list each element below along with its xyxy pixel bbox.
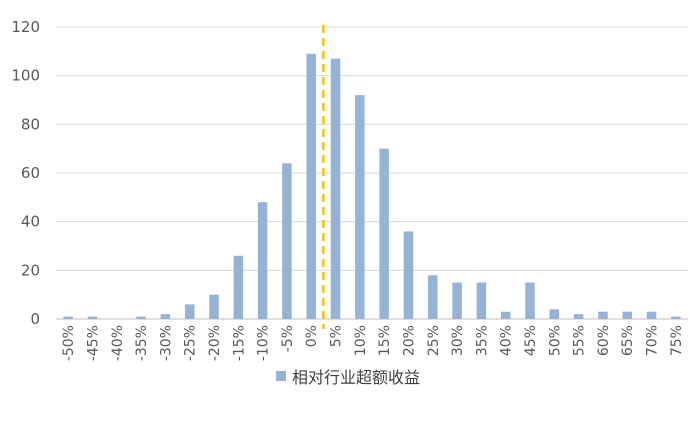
x-tick-label: -5% (280, 325, 296, 352)
bar (598, 311, 608, 319)
bar (403, 231, 414, 319)
bar (525, 282, 535, 319)
legend-swatch (275, 371, 286, 381)
y-tick-label: 0 (30, 310, 40, 328)
y-axis-ticks: 0 20 40 60 80 100 120 (11, 18, 40, 328)
bar (136, 316, 146, 319)
bar (428, 275, 438, 319)
bar (573, 314, 584, 319)
x-tick-label: -15% (231, 325, 247, 361)
y-tick-label: 40 (21, 213, 40, 231)
bars (63, 53, 681, 320)
bar (160, 314, 171, 319)
x-tick-label: 0% (304, 325, 320, 347)
x-tick-label: 70% (645, 325, 661, 356)
bar (646, 311, 657, 319)
bar (209, 294, 219, 319)
x-tick-label: 45% (523, 325, 539, 356)
x-tick-label: 5% (329, 325, 345, 347)
bar (671, 316, 681, 319)
x-tick-label: 75% (669, 325, 685, 356)
x-tick-label: -35% (134, 325, 150, 361)
gridlines (56, 26, 688, 320)
x-tick-label: 40% (499, 325, 515, 356)
y-tick-label: 120 (11, 18, 40, 36)
x-tick-label: -40% (110, 325, 126, 361)
legend: 相对行业超额收益 (0, 364, 696, 388)
bar (355, 95, 365, 319)
bar (622, 311, 632, 319)
bar (257, 202, 268, 319)
y-tick-label: 20 (21, 261, 40, 279)
x-tick-label: 65% (620, 325, 636, 356)
y-tick-label: 100 (11, 67, 40, 85)
bar (63, 316, 73, 319)
y-tick-label: 60 (21, 164, 40, 182)
x-tick-label: -20% (207, 325, 223, 361)
x-tick-label: -25% (183, 325, 199, 361)
x-tick-label: 50% (547, 325, 563, 356)
x-tick-label: 35% (474, 325, 490, 356)
bar (233, 255, 244, 319)
bar (549, 309, 560, 319)
x-tick-label: 15% (377, 325, 393, 356)
x-tick-label: 55% (572, 325, 588, 356)
x-tick-label: -10% (256, 325, 272, 361)
bar (379, 148, 389, 319)
x-tick-label: 25% (426, 325, 442, 356)
bar (452, 282, 462, 319)
bar (476, 282, 487, 319)
x-tick-label: -50% (61, 325, 77, 361)
bar (184, 304, 195, 319)
legend-label: 相对行业超额收益 (291, 368, 420, 387)
x-tick-label: 30% (450, 325, 466, 356)
x-tick-label: 20% (401, 325, 417, 356)
bar (500, 311, 511, 319)
x-axis-ticks: -50% -45% -40% -35% -30% -25% -20% -15% -10% -5% 0… (61, 325, 685, 361)
bar (87, 316, 98, 319)
y-tick-label: 80 (21, 115, 40, 133)
bar (306, 53, 316, 320)
x-tick-label: -30% (158, 325, 174, 361)
x-tick-label: 60% (596, 325, 612, 356)
bar (330, 58, 341, 320)
x-tick-label: -45% (85, 325, 101, 361)
bar (282, 163, 292, 319)
x-tick-label: 10% (353, 325, 369, 356)
